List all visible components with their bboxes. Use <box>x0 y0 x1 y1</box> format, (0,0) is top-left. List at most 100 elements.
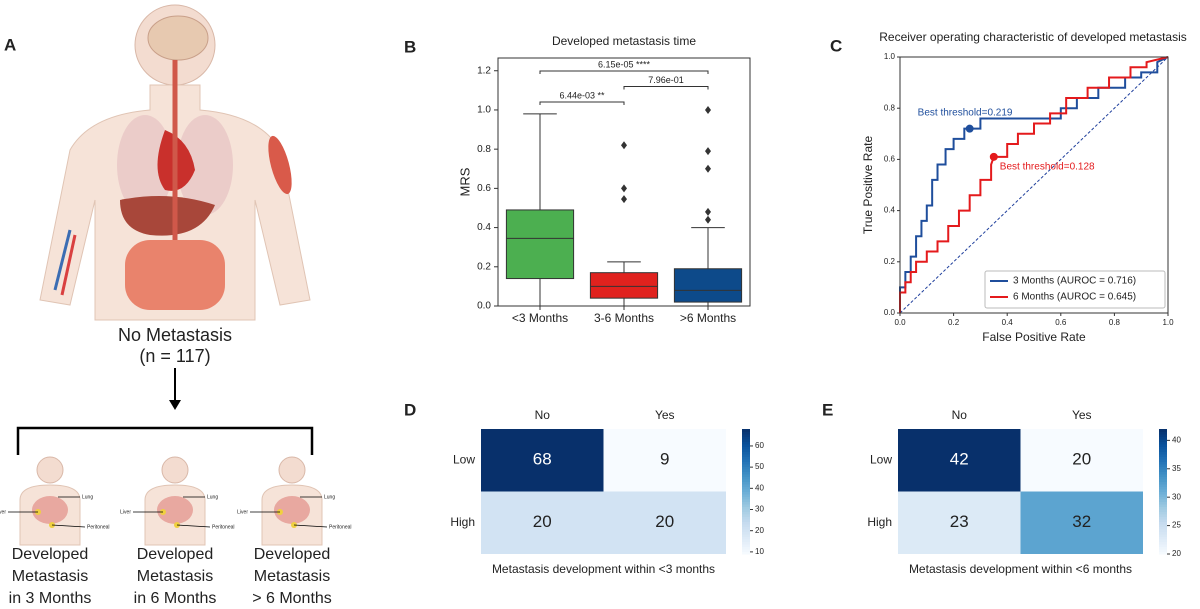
organ-label: Liver <box>0 509 6 515</box>
cell-label: 20 <box>533 512 552 531</box>
colorbar-step <box>1159 536 1167 540</box>
colorbar-step <box>1159 519 1167 522</box>
colorbar-step <box>742 439 750 442</box>
colorbar-step <box>742 511 750 515</box>
heat-cell <box>1020 491 1143 554</box>
colorbar-step <box>742 466 750 470</box>
colorbar-step <box>742 519 750 522</box>
panel-label: E <box>822 400 833 419</box>
colorbar-step <box>742 479 750 482</box>
head <box>36 456 64 484</box>
colorbar-step <box>1159 464 1167 467</box>
colorbar-label: 40 <box>755 483 764 492</box>
roc-line <box>899 56 1169 313</box>
top-label: No Metastasis <box>118 325 232 345</box>
outlier <box>621 141 627 150</box>
colorbar-step <box>1159 484 1167 487</box>
heat-cell <box>603 491 726 554</box>
organ-label: Peritoneal <box>212 524 235 530</box>
colorbar-step <box>742 544 750 547</box>
x-tick-label: >6 Months <box>680 311 736 325</box>
arrow-head <box>169 400 181 410</box>
colorbar-label: 10 <box>755 547 764 556</box>
y-axis-label: True Positive Rate <box>861 136 875 235</box>
group-label: Metastasis <box>12 568 88 585</box>
cell-label: 20 <box>655 512 674 531</box>
x-tick-label: No <box>952 408 968 422</box>
best-label: Best threshold=0.128 <box>1000 161 1095 172</box>
outlier <box>705 207 711 216</box>
colorbar-step <box>742 464 750 467</box>
x-tick-label: Yes <box>1072 408 1092 422</box>
x-tick-label: 0.6 <box>1055 318 1067 327</box>
colorbar-step <box>1159 491 1167 495</box>
best-point <box>989 152 998 161</box>
outlier <box>621 184 627 193</box>
colorbar-step <box>1159 461 1167 465</box>
x-tick-label: No <box>535 408 551 422</box>
cell-label: 32 <box>1072 512 1091 531</box>
cell-label: 20 <box>1072 450 1091 469</box>
colorbar-step <box>1159 541 1167 545</box>
colorbar-step <box>1159 494 1167 497</box>
colorbar-step <box>1159 511 1167 515</box>
colorbar-step <box>1159 441 1167 445</box>
colorbar-step <box>742 509 750 512</box>
colorbar-step <box>742 539 750 542</box>
colorbar-step <box>1159 531 1167 535</box>
colorbar-step <box>1159 444 1167 447</box>
group-label: Metastasis <box>254 568 330 585</box>
colorbar-step <box>742 541 750 545</box>
panel-label: B <box>404 37 416 56</box>
colorbar-step <box>1159 459 1167 462</box>
colorbar-label: 20 <box>1172 549 1181 558</box>
box <box>505 209 575 280</box>
y-tick-label: 1.0 <box>884 52 896 61</box>
colorbar-step <box>1159 509 1167 512</box>
colorbar-step <box>742 459 750 462</box>
legend-label: 6 Months (AUROC = 0.645) <box>1013 292 1136 303</box>
colorbar-step <box>742 456 750 460</box>
colorbar-step <box>742 524 750 527</box>
annotation: 6.44e-03 ** <box>559 90 605 100</box>
top-count: (n = 117) <box>139 346 210 366</box>
colorbar-step <box>742 496 750 500</box>
colorbar-step <box>1159 471 1167 475</box>
bracket <box>623 86 709 90</box>
x-tick-label: 0.4 <box>1002 318 1014 327</box>
colorbar-step <box>742 504 750 507</box>
colorbar-step <box>1159 529 1167 532</box>
head <box>278 456 306 484</box>
colorbar-step <box>1159 446 1167 450</box>
colorbar-label: 30 <box>1172 492 1181 501</box>
body-illustration <box>39 4 311 321</box>
colorbar-step <box>1159 456 1167 460</box>
bracket <box>16 426 314 455</box>
colorbar-step <box>1159 546 1167 550</box>
colorbar-label: 25 <box>1172 521 1181 530</box>
colorbar-step <box>1159 549 1167 552</box>
colorbar-step <box>742 451 750 455</box>
organ-label: Lung <box>207 494 218 500</box>
colorbar-step <box>742 516 750 520</box>
organs <box>274 496 310 524</box>
chart-title: Receiver operating characteristic of dev… <box>879 30 1187 44</box>
annotation: 6.15e-05 **** <box>598 59 651 69</box>
colorbar-step <box>742 461 750 465</box>
colorbar-step <box>742 526 750 530</box>
y-tick-label: 0.8 <box>884 103 896 112</box>
organ-label: Peritoneal <box>329 524 352 530</box>
colorbar-step <box>742 474 750 477</box>
colorbar-step <box>1159 506 1167 510</box>
x-tick-label: 3-6 Months <box>594 311 654 325</box>
outlier <box>621 195 627 204</box>
y-tick-label: Low <box>453 452 475 466</box>
colorbar-label: 40 <box>1172 435 1181 444</box>
colorbar-step <box>1159 449 1167 452</box>
panel-label: A <box>4 35 16 54</box>
colorbar-step <box>1159 454 1167 457</box>
colorbar-step <box>742 469 750 472</box>
colorbar-step <box>742 494 750 497</box>
colorbar-step <box>1159 539 1167 542</box>
legend-frame <box>984 270 1166 309</box>
